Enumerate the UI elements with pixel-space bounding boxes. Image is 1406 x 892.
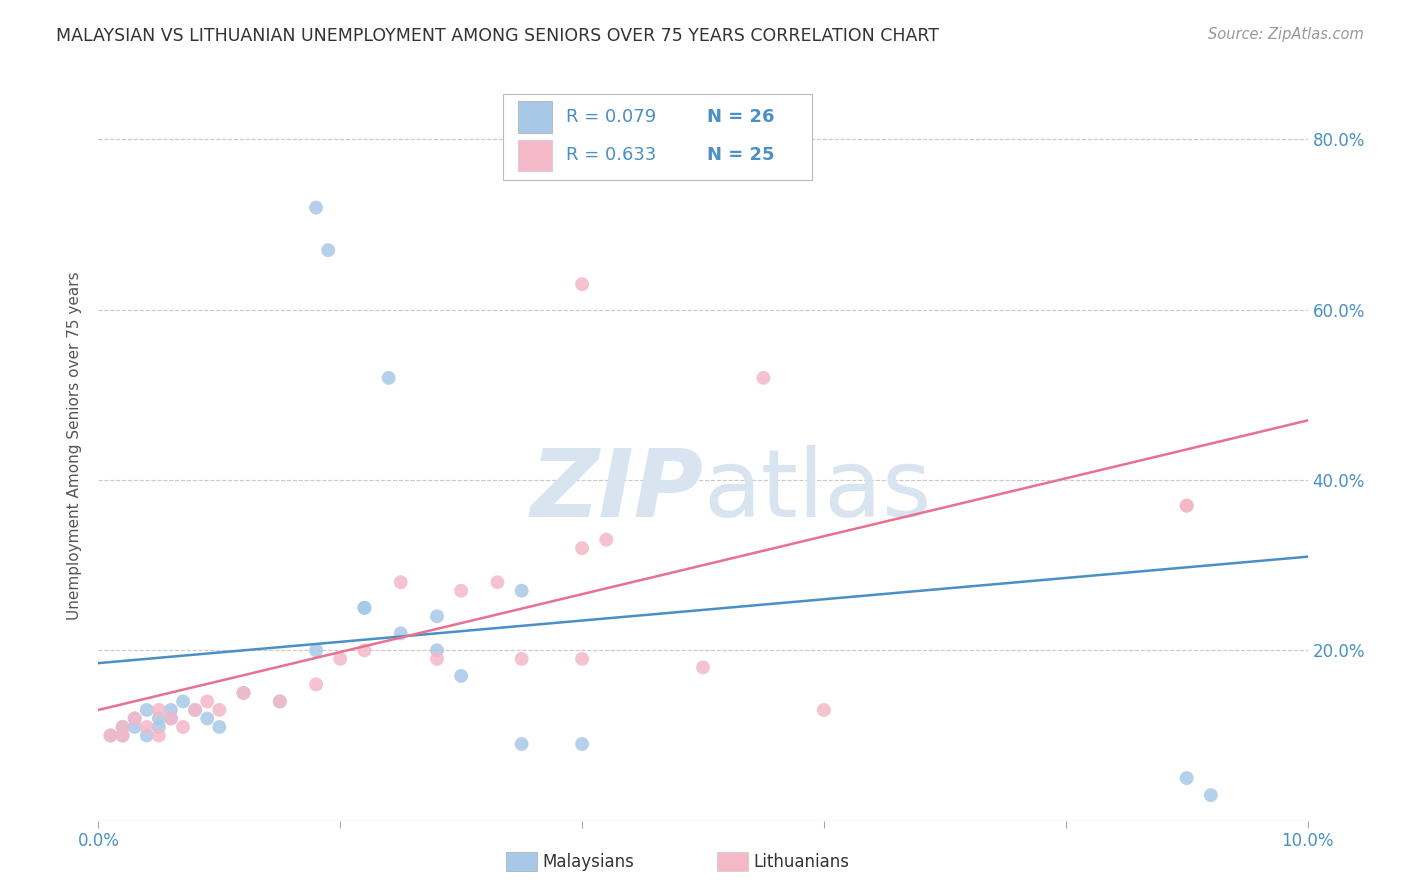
Point xyxy=(111,729,134,743)
Bar xyxy=(517,102,553,133)
Point xyxy=(184,703,207,717)
Point xyxy=(135,720,157,734)
Point xyxy=(389,575,412,590)
Point xyxy=(1175,771,1198,785)
Point xyxy=(135,703,157,717)
Point xyxy=(1175,499,1198,513)
Point xyxy=(124,711,146,725)
Point xyxy=(269,694,291,708)
Bar xyxy=(517,139,553,171)
Point xyxy=(1175,499,1198,513)
Text: Source: ZipAtlas.com: Source: ZipAtlas.com xyxy=(1208,27,1364,42)
Point xyxy=(571,652,593,666)
Text: ZIP: ZIP xyxy=(530,445,703,537)
Point xyxy=(571,737,593,751)
Point xyxy=(353,600,375,615)
Text: MALAYSIAN VS LITHUANIAN UNEMPLOYMENT AMONG SENIORS OVER 75 YEARS CORRELATION CHA: MALAYSIAN VS LITHUANIAN UNEMPLOYMENT AMO… xyxy=(56,27,939,45)
Point xyxy=(510,652,533,666)
Point xyxy=(111,720,134,734)
Text: Malaysians: Malaysians xyxy=(543,853,634,871)
Point xyxy=(426,609,449,624)
Point xyxy=(148,703,170,717)
Text: R = 0.079: R = 0.079 xyxy=(567,108,657,126)
Point xyxy=(124,711,146,725)
Point xyxy=(172,694,194,708)
Point xyxy=(148,720,170,734)
Text: N = 25: N = 25 xyxy=(707,146,775,164)
Y-axis label: Unemployment Among Seniors over 75 years: Unemployment Among Seniors over 75 years xyxy=(67,272,83,620)
Point xyxy=(450,669,472,683)
Point xyxy=(595,533,617,547)
Point xyxy=(148,729,170,743)
Point xyxy=(160,711,183,725)
Text: atlas: atlas xyxy=(703,445,931,537)
FancyBboxPatch shape xyxy=(503,94,811,180)
Point xyxy=(305,677,328,691)
Point xyxy=(450,583,472,598)
Point xyxy=(208,720,231,734)
Point xyxy=(160,703,183,717)
Point xyxy=(353,600,375,615)
Point xyxy=(100,729,122,743)
Point xyxy=(752,371,775,385)
Point xyxy=(124,720,146,734)
Point xyxy=(148,711,170,725)
Point xyxy=(571,277,593,292)
Point xyxy=(426,643,449,657)
Text: R = 0.633: R = 0.633 xyxy=(567,146,657,164)
Point xyxy=(813,703,835,717)
Point xyxy=(135,729,157,743)
Point xyxy=(269,694,291,708)
Point xyxy=(510,583,533,598)
Point xyxy=(571,541,593,556)
Point xyxy=(305,643,328,657)
Point xyxy=(305,201,328,215)
Text: Lithuanians: Lithuanians xyxy=(754,853,849,871)
Point xyxy=(377,371,399,385)
Point xyxy=(208,703,231,717)
Point xyxy=(232,686,254,700)
Point xyxy=(172,720,194,734)
Point xyxy=(195,711,218,725)
Point xyxy=(353,643,375,657)
Point xyxy=(160,711,183,725)
Point xyxy=(692,660,714,674)
Point xyxy=(184,703,207,717)
Point xyxy=(195,694,218,708)
Point xyxy=(426,652,449,666)
Text: N = 26: N = 26 xyxy=(707,108,775,126)
Point xyxy=(389,626,412,640)
Point xyxy=(111,729,134,743)
Point xyxy=(232,686,254,700)
Point xyxy=(510,737,533,751)
Point xyxy=(486,575,509,590)
Point xyxy=(1199,788,1222,802)
Point xyxy=(316,243,339,257)
Point xyxy=(329,652,352,666)
Point xyxy=(100,729,122,743)
Point xyxy=(111,720,134,734)
